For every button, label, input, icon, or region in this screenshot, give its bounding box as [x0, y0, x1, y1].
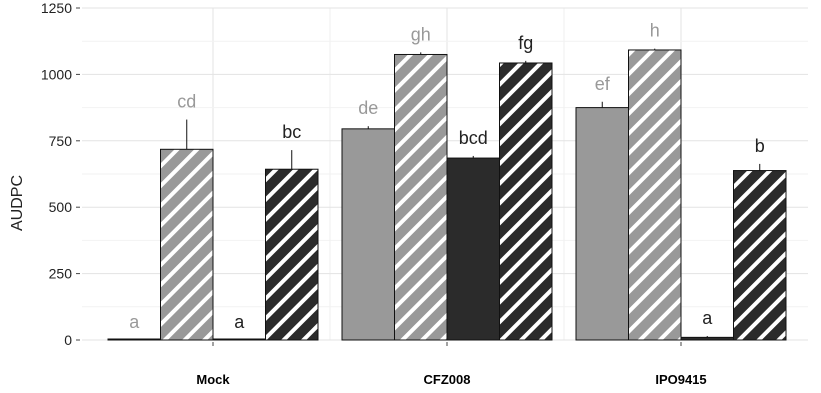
- bar: [394, 53, 448, 341]
- bar: [212, 338, 266, 341]
- y-tick-label: 1000: [41, 66, 72, 82]
- x-tick-label: Mock: [196, 372, 230, 387]
- significance-label: gh: [411, 24, 431, 44]
- bar: [160, 148, 214, 341]
- bar: [680, 336, 734, 341]
- y-axis-title: AUDPC: [9, 175, 26, 231]
- bar: [107, 338, 161, 341]
- bar: [446, 157, 500, 341]
- significance-label: ef: [595, 74, 611, 94]
- bar: [628, 49, 682, 341]
- labels: 0 250 500 750 1000 1250 Mock CFZ008 IPO9415 a de ef…: [41, 0, 765, 387]
- bar: [499, 62, 553, 341]
- significance-label: a: [129, 312, 140, 332]
- bar: [733, 170, 787, 341]
- significance-label: bcd: [459, 128, 488, 148]
- x-tick-label: CFZ008: [424, 372, 471, 387]
- bar: [265, 168, 319, 341]
- y-tick-label: 500: [49, 199, 73, 215]
- y-tick-label: 0: [64, 332, 72, 348]
- significance-label: bc: [282, 122, 301, 142]
- bars: [107, 48, 787, 341]
- y-tick-label: 250: [49, 266, 73, 282]
- significance-label: a: [702, 308, 713, 328]
- y-tick-label: 750: [49, 133, 73, 149]
- bar: [341, 128, 395, 341]
- significance-label: b: [755, 136, 765, 156]
- significance-label: h: [650, 21, 660, 41]
- bar: [575, 107, 629, 341]
- y-tick-label: 1250: [41, 0, 72, 16]
- significance-label: fg: [518, 33, 533, 53]
- significance-label: cd: [177, 92, 196, 112]
- x-tick-label: IPO9415: [655, 372, 706, 387]
- significance-label: de: [358, 98, 378, 118]
- significance-label: a: [234, 312, 245, 332]
